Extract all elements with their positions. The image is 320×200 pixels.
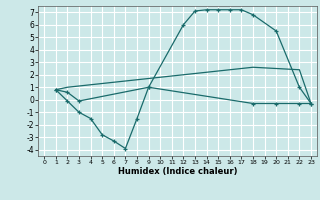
X-axis label: Humidex (Indice chaleur): Humidex (Indice chaleur): [118, 167, 237, 176]
